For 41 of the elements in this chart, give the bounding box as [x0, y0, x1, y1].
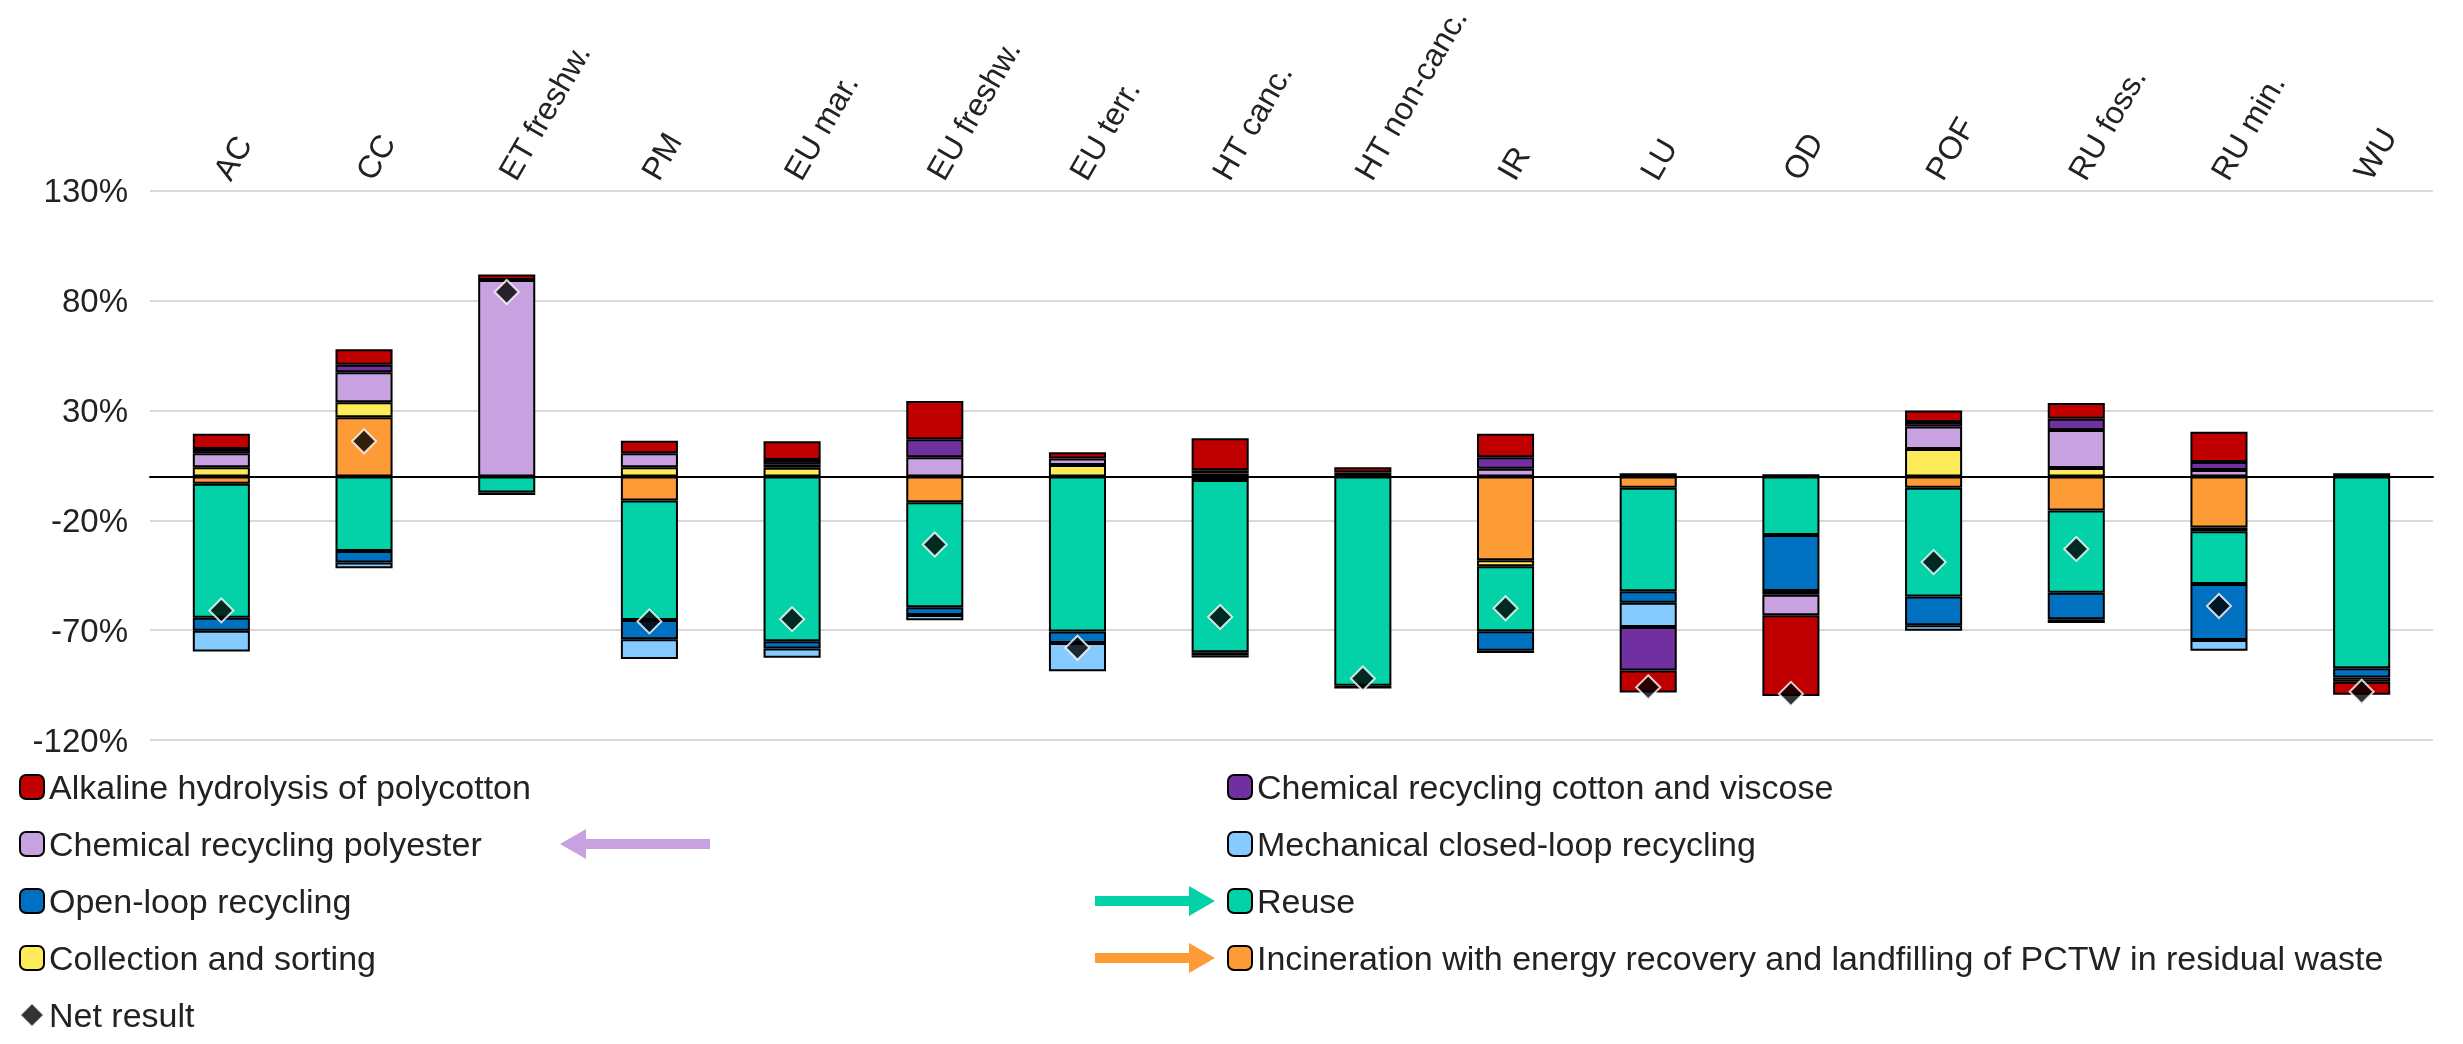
point — [1920, 549, 1947, 576]
legend-label: Chemical recycling cotton and viscose — [1257, 768, 1834, 806]
legend-label: Chemical recycling polyester — [49, 825, 482, 863]
point — [1207, 604, 1234, 631]
bar — [763, 441, 821, 460]
x-tick-label: OD — [1775, 126, 1831, 186]
legend-label: Alkaline hydrolysis of polycotton — [49, 768, 531, 806]
bar — [1191, 438, 1249, 471]
x-tick-label: LU — [1632, 132, 1685, 186]
y-tick-label: -20% — [50, 501, 128, 539]
point — [2348, 678, 2375, 705]
x-tick-label: AC — [205, 129, 260, 186]
x-tick-label: WU — [2346, 121, 2404, 186]
bar — [1905, 410, 1963, 422]
x-tick-label: CC — [348, 127, 403, 186]
point — [779, 606, 806, 633]
x-tick-label: PM — [633, 126, 689, 186]
legend-label: Mechanical closed-loop recycling — [1257, 825, 1756, 863]
point — [1635, 674, 1662, 701]
x-tick-label: RU min. — [2203, 67, 2293, 186]
point — [208, 597, 235, 624]
y-tick-label: -120% — [32, 721, 128, 759]
x-tick-label: EU mar. — [776, 67, 866, 186]
y-tick-label: 80% — [61, 282, 128, 320]
x-tick-label: IR — [1489, 140, 1538, 186]
point — [493, 278, 520, 305]
legend-label: Reuse — [1257, 882, 1356, 920]
point — [636, 608, 663, 635]
legend-label: Net result — [49, 996, 196, 1034]
x-tick-label: EU terr. — [1061, 74, 1148, 186]
y-tick-label: 30% — [61, 392, 128, 430]
legend-label: Open-loop recycling — [49, 882, 352, 920]
bar — [192, 433, 250, 449]
point — [1777, 680, 1804, 707]
legend-label: Incineration with energy recovery and landfilling of PCTW in residual waste — [1257, 939, 2384, 977]
y-tick-label: 130% — [43, 172, 128, 210]
legend-label: Collection and sorting — [49, 939, 376, 977]
point — [1349, 665, 1376, 692]
bar — [1334, 467, 1392, 473]
bar — [1191, 479, 1249, 653]
y-tick-label: -70% — [50, 611, 128, 649]
